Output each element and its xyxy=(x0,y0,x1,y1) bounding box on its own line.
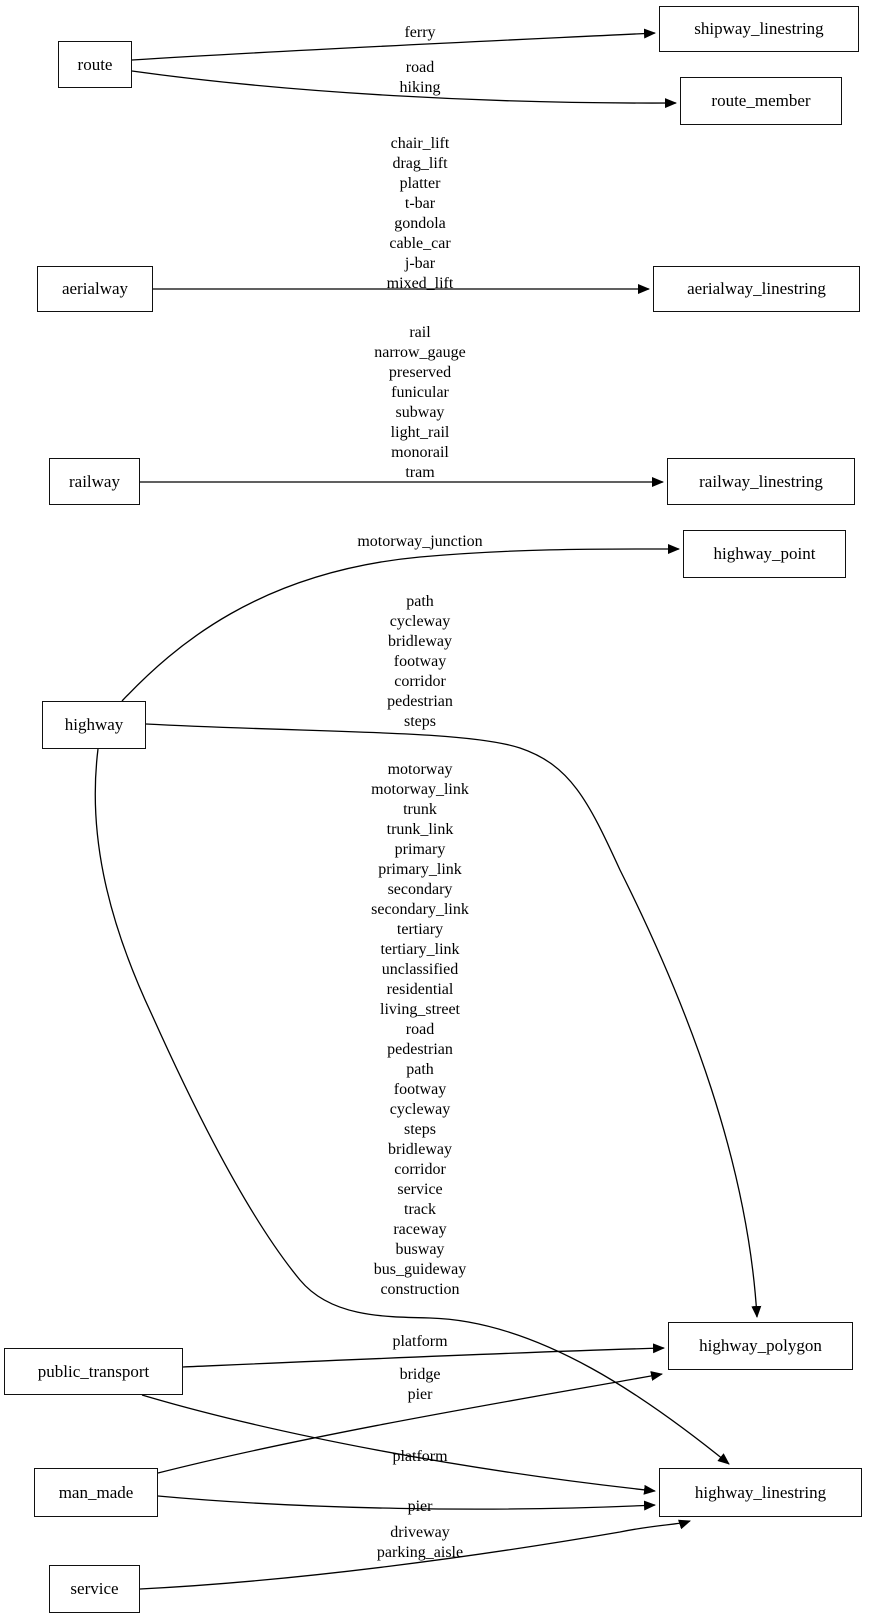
node-route: route xyxy=(58,41,132,88)
edge-label-highway-polygon-values: path cycleway bridleway footway corridor… xyxy=(387,593,453,730)
edge-label-driveway-parking-aisle: driveway parking_aisle xyxy=(376,1524,464,1561)
edge-label-railway-values: rail narrow_gauge preserved funicular su… xyxy=(374,324,466,481)
edge-highway-highway_polygon xyxy=(145,723,762,1318)
edge-public_transport-highway_polygon xyxy=(182,1343,665,1368)
node-route_member: route_member xyxy=(680,77,842,125)
edge-service-highway_linestring xyxy=(139,1519,691,1590)
node-aerialway_linestring: aerialway_linestring xyxy=(653,266,860,312)
edge-man_made-highway_polygon xyxy=(157,1371,663,1474)
node-man_made: man_made xyxy=(34,1468,158,1517)
node-shipway_linestring: shipway_linestring xyxy=(659,6,859,52)
edge-label-ferry: ferry xyxy=(404,24,436,41)
node-service: service xyxy=(49,1565,140,1613)
edge-label-motorway-junction: motorway_junction xyxy=(357,533,483,550)
edge-label-road-hiking: road hiking xyxy=(399,59,441,96)
node-highway_point: highway_point xyxy=(683,530,846,578)
edge-route-route_member xyxy=(131,70,677,109)
edge-label-bridge-pier: bridge pier xyxy=(399,1366,441,1403)
node-railway: railway xyxy=(49,458,140,505)
node-public_transport: public_transport xyxy=(4,1348,183,1395)
edge-label-highway-linestring-values: motorway motorway_link trunk trunk_link … xyxy=(371,761,469,1298)
node-highway: highway xyxy=(42,701,146,749)
edge-label-platform-linestring: platform xyxy=(392,1448,448,1465)
edge-label-platform-polygon: platform xyxy=(392,1333,448,1350)
node-highway_polygon: highway_polygon xyxy=(668,1322,853,1370)
edge-highway-highway_point xyxy=(121,543,680,702)
edge-public_transport-highway_linestring xyxy=(141,1394,656,1495)
edge-label-pier: pier xyxy=(407,1498,433,1515)
node-aerialway: aerialway xyxy=(37,266,153,312)
edge-label-aerialway-values: chair_lift drag_lift platter t-bar gondo… xyxy=(386,135,454,292)
edge-route-shipway_linestring xyxy=(131,28,656,61)
node-highway_linestring: highway_linestring xyxy=(659,1468,862,1517)
node-railway_linestring: railway_linestring xyxy=(667,458,855,505)
edge-man_made-highway_linestring xyxy=(157,1495,656,1511)
